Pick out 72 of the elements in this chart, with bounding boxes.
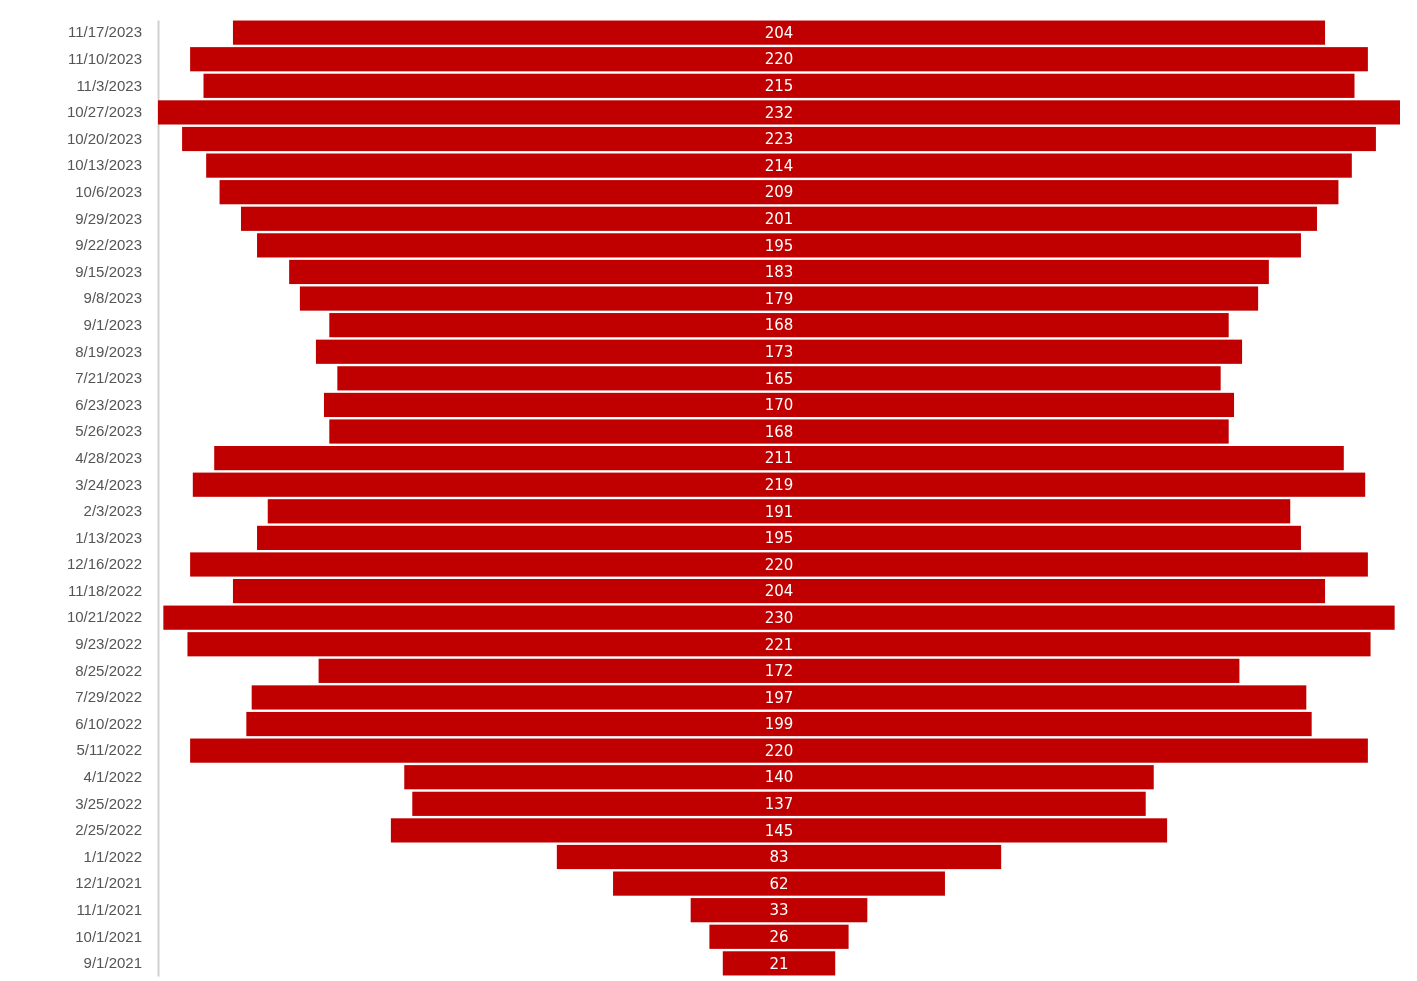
data-label: 215 xyxy=(764,77,794,96)
data-label: 140 xyxy=(764,768,794,787)
data-label: 220 xyxy=(764,741,794,760)
category-label: 11/17/2023 xyxy=(68,23,142,41)
category-label: 10/13/2023 xyxy=(66,156,142,174)
data-label: 62 xyxy=(769,874,789,893)
data-label: 223 xyxy=(764,130,794,149)
data-label: 172 xyxy=(764,662,794,681)
category-label: 10/20/2023 xyxy=(66,129,142,147)
data-label: 183 xyxy=(764,263,794,282)
category-label: 9/22/2023 xyxy=(75,236,142,254)
data-label: 173 xyxy=(764,342,794,361)
category-label: 12/1/2021 xyxy=(75,874,142,892)
data-label: 33 xyxy=(769,901,789,920)
data-label: 179 xyxy=(764,289,794,308)
data-label: 21 xyxy=(769,954,789,973)
data-label: 221 xyxy=(764,635,794,654)
category-label: 9/29/2023 xyxy=(75,209,142,227)
data-label: 219 xyxy=(764,475,794,494)
category-label: 12/16/2022 xyxy=(66,555,142,573)
data-label: 191 xyxy=(764,502,794,521)
category-label: 6/10/2022 xyxy=(75,714,142,732)
category-label: 9/15/2023 xyxy=(75,262,142,280)
category-label: 9/1/2023 xyxy=(83,315,142,333)
category-label: 3/24/2023 xyxy=(75,475,142,493)
category-label: 7/21/2023 xyxy=(75,369,142,387)
category-label: 11/10/2023 xyxy=(68,50,142,68)
data-label: 204 xyxy=(764,23,794,42)
category-label: 7/29/2022 xyxy=(75,688,142,706)
data-label: 168 xyxy=(764,422,794,441)
data-label: 232 xyxy=(764,103,794,122)
category-label: 2/25/2022 xyxy=(75,821,142,839)
category-label: 2/3/2023 xyxy=(83,502,142,520)
data-label: 168 xyxy=(764,316,794,335)
data-label: 201 xyxy=(764,210,794,229)
data-label: 145 xyxy=(764,821,794,840)
category-label: 11/3/2023 xyxy=(76,76,142,94)
category-label: 10/27/2023 xyxy=(66,103,142,121)
data-label: 26 xyxy=(769,928,789,947)
category-label: 5/11/2022 xyxy=(76,741,142,759)
data-label: 195 xyxy=(764,529,794,548)
data-label: 83 xyxy=(769,848,789,867)
category-label: 9/8/2023 xyxy=(83,289,142,307)
category-label: 8/19/2023 xyxy=(75,342,142,360)
data-label: 214 xyxy=(764,156,794,175)
data-label: 204 xyxy=(764,582,794,601)
data-label: 230 xyxy=(764,608,794,627)
data-label: 220 xyxy=(764,50,794,69)
category-label: 10/6/2023 xyxy=(75,182,142,200)
category-label: 9/23/2022 xyxy=(75,635,142,653)
category-label: 11/18/2022 xyxy=(68,581,142,599)
category-label: 9/1/2021 xyxy=(83,954,142,972)
category-label: 10/1/2021 xyxy=(75,927,142,945)
data-label: 197 xyxy=(764,688,794,707)
category-label: 4/28/2023 xyxy=(75,448,142,466)
category-label: 8/25/2022 xyxy=(75,661,142,679)
data-label: 209 xyxy=(764,183,794,202)
data-label: 170 xyxy=(764,396,794,415)
data-label: 211 xyxy=(764,449,794,468)
category-label: 10/21/2022 xyxy=(66,608,142,626)
data-label: 137 xyxy=(764,795,794,814)
data-label: 165 xyxy=(764,369,794,388)
data-label: 195 xyxy=(764,236,794,255)
category-label: 1/1/2022 xyxy=(83,847,142,865)
category-label: 6/23/2023 xyxy=(75,395,142,413)
category-label: 11/1/2021 xyxy=(76,900,142,918)
category-label: 5/26/2023 xyxy=(75,422,142,440)
category-label: 1/13/2023 xyxy=(75,528,142,546)
category-label: 3/25/2022 xyxy=(75,794,142,812)
category-label: 4/1/2022 xyxy=(83,768,142,786)
data-label: 220 xyxy=(764,555,794,574)
data-label: 199 xyxy=(764,715,794,734)
